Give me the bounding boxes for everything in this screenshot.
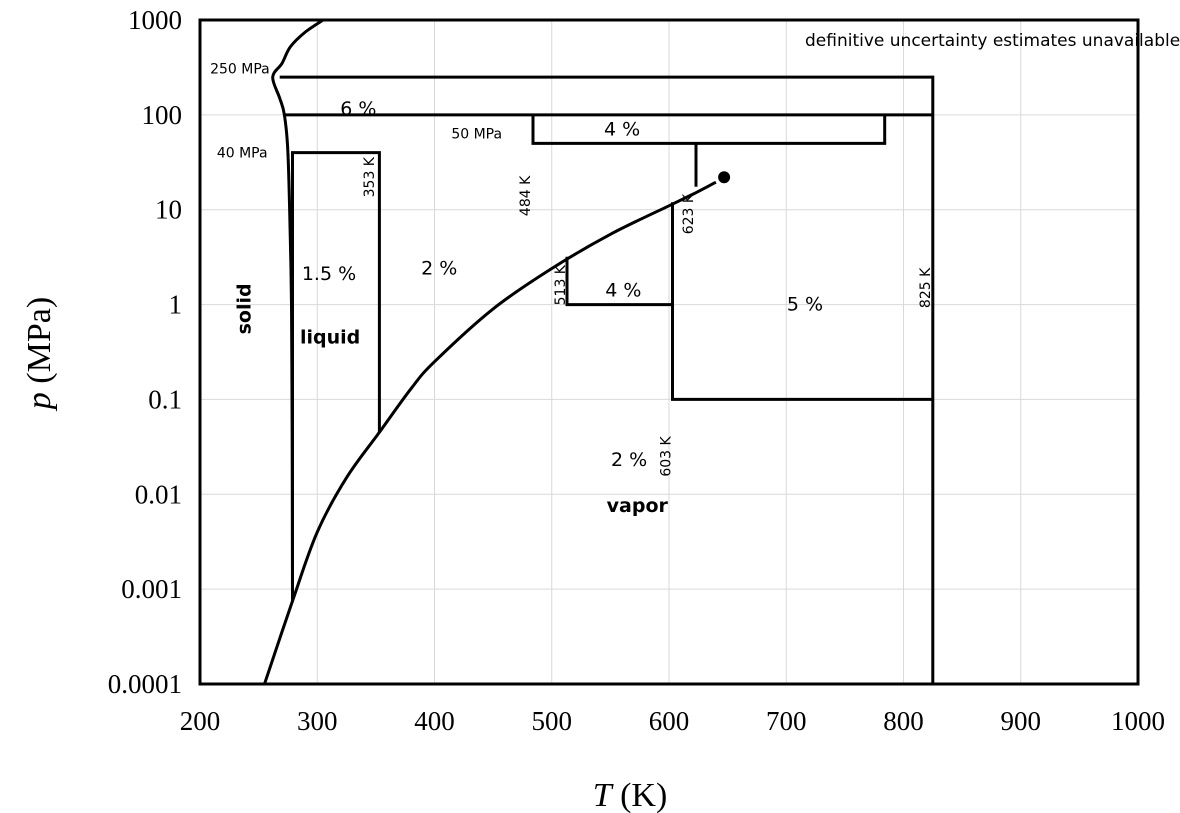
phase-curves	[263, 18, 731, 685]
vapor-pressure-curve	[263, 180, 717, 685]
annotation-k-484: 484 K	[518, 175, 534, 216]
annotation-liquid: liquid	[300, 327, 360, 349]
annotation-k-623: 623 K	[681, 193, 697, 234]
uncertainty-boundary	[291, 151, 381, 601]
uncertainty-boundary	[531, 114, 887, 145]
y-tick-labels: 0.0001 0.001 0.01 0.1 1 10 100 1000	[108, 5, 182, 699]
annotations: definitive uncertainty estimates unavail…	[210, 31, 1180, 517]
critical-point-marker	[718, 171, 731, 184]
annotation-pct-1-5: 1.5 %	[302, 263, 356, 285]
y-tick-label: 10	[155, 195, 182, 225]
y-tick-label: 0.0001	[108, 669, 182, 699]
annotation-pct-2-vapor: 2 %	[611, 449, 647, 471]
annotation-mpa-40: 40 MPa	[217, 146, 268, 162]
x-tick-label: 1000	[1111, 706, 1165, 736]
annotation-top-note: definitive uncertainty estimates unavail…	[805, 31, 1180, 51]
x-tick-label: 400	[414, 706, 455, 736]
y-tick-label: 0.01	[135, 479, 182, 509]
x-tick-label: 700	[766, 706, 807, 736]
x-tick-label: 200	[180, 706, 221, 736]
y-tick-label: 1000	[128, 5, 182, 35]
annotation-pct-5: 5 %	[787, 294, 823, 316]
y-tick-label: 1	[169, 290, 183, 320]
annotation-mpa-250: 250 MPa	[210, 62, 270, 78]
melting-curve	[271, 18, 324, 602]
uncertainty-boundaries	[279, 75, 935, 684]
annotation-pct-4-mid: 4 %	[605, 280, 641, 302]
annotation-pct-4-top: 4 %	[604, 119, 640, 141]
annotation-mpa-50: 50 MPa	[451, 127, 502, 143]
x-tick-label: 800	[883, 706, 924, 736]
y-tick-label: 0.001	[121, 574, 182, 604]
y-axis-symbol: p	[21, 392, 58, 411]
annotation-k-513: 513 K	[553, 264, 569, 305]
uncertainty-boundary	[565, 256, 673, 307]
x-tick-label: 500	[532, 706, 573, 736]
x-tick-label: 900	[1001, 706, 1042, 736]
uncertainty-boundary	[671, 202, 933, 401]
annotation-k-353: 353 K	[362, 156, 378, 197]
y-axis-unit: (MPa)	[21, 297, 58, 392]
annotation-k-825: 825 K	[918, 267, 934, 308]
x-axis-unit: (K)	[612, 777, 668, 813]
plot-frame	[198, 18, 1140, 686]
annotation-solid: solid	[234, 283, 256, 334]
x-axis-symbol: T	[593, 777, 614, 813]
annotation-pct-6: 6 %	[340, 98, 376, 120]
y-tick-label: 0.1	[148, 384, 182, 414]
y-tick-label: 100	[142, 100, 183, 130]
x-tick-label: 300	[297, 706, 338, 736]
x-tick-label: 600	[649, 706, 690, 736]
annotation-k-603: 603 K	[659, 436, 675, 477]
x-axis-title: T (K)	[593, 777, 668, 813]
annotation-pct-2-mid: 2 %	[421, 258, 457, 280]
annotation-vapor: vapor	[607, 495, 669, 517]
y-axis-title: p (MPa)	[21, 297, 58, 411]
x-tick-labels: 200 300 400 500 600 700 800 900 1000	[180, 706, 1165, 736]
uncertainty-boundary	[279, 75, 935, 684]
